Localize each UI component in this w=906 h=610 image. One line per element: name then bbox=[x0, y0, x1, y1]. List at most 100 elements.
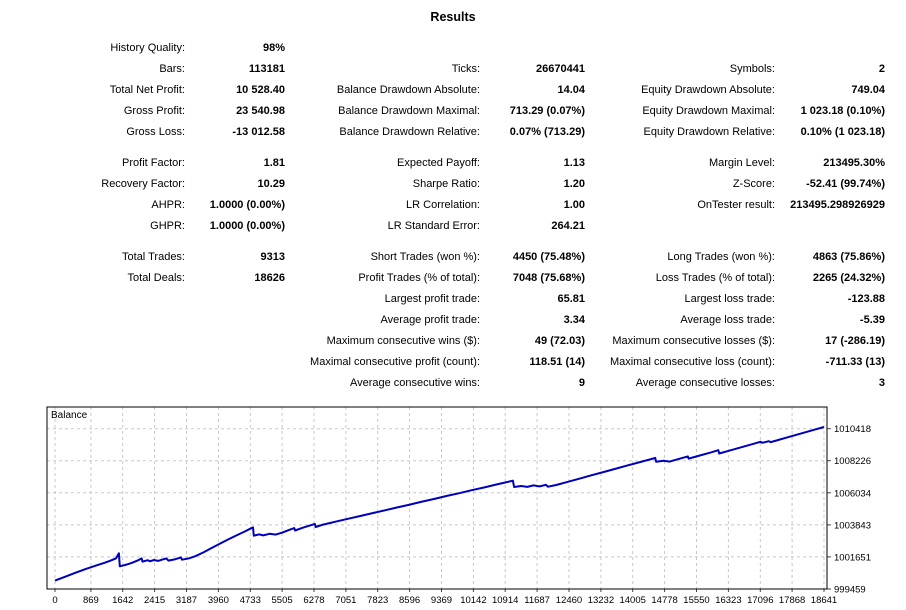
x-axis-label: 2415 bbox=[144, 595, 165, 606]
stat-label: LR Standard Error: bbox=[387, 220, 480, 232]
stat-label: Gross Loss: bbox=[126, 126, 185, 138]
stats-table: History Quality: 98% Bars: 113181 Ticks: 2667… bbox=[0, 38, 906, 394]
stat-value: 26670441 bbox=[536, 63, 585, 75]
stat-value: 1 023.18 (0.10%) bbox=[800, 105, 885, 117]
stat-value: 18626 bbox=[254, 272, 285, 284]
stat-label bbox=[0, 373, 185, 394]
stats-section: Total Trades: 9313 Short Trades (won %): 44… bbox=[0, 247, 906, 394]
stat-value: 14.04 bbox=[557, 84, 585, 96]
balance-line bbox=[54, 426, 825, 582]
stat-value bbox=[775, 38, 885, 59]
stats-section: Profit Factor: 1.81 Expected Payoff: 1.13 Ma… bbox=[0, 153, 906, 237]
stat-value: -123.88 bbox=[847, 293, 885, 305]
stat-value: 1.00 bbox=[563, 199, 585, 211]
stat-value: -52.41 (99.74%) bbox=[806, 178, 885, 190]
stat-label: Total Deals: bbox=[127, 272, 185, 284]
stat-label: Maximal consecutive profit (count): bbox=[310, 356, 480, 368]
x-axis-label: 14005 bbox=[619, 595, 645, 606]
x-axis-label: 7051 bbox=[335, 595, 356, 606]
stat-value: 1.13 bbox=[563, 157, 585, 169]
stat-label: Profit Trades (% of total): bbox=[358, 272, 480, 284]
stat-value bbox=[185, 352, 285, 373]
stat-label: Balance Drawdown Absolute: bbox=[336, 84, 480, 96]
stat-label: Bars: bbox=[159, 63, 185, 75]
stat-label: Sharpe Ratio: bbox=[412, 178, 480, 190]
x-axis-label: 0 bbox=[52, 595, 57, 606]
stat-label: Recovery Factor: bbox=[101, 178, 185, 190]
x-axis-label: 11687 bbox=[524, 595, 550, 606]
stat-value bbox=[480, 38, 585, 59]
stat-label: OnTester result: bbox=[697, 199, 775, 211]
stat-label: Maximal consecutive loss (count): bbox=[609, 356, 775, 368]
y-axis-label: 1003843 bbox=[834, 520, 871, 531]
y-axis-label: 1006034 bbox=[834, 488, 871, 499]
stat-label: Total Trades: bbox=[122, 251, 185, 263]
x-axis-label: 12460 bbox=[556, 595, 582, 606]
x-axis-label: 14778 bbox=[651, 595, 677, 606]
stat-value: 118.51 (14) bbox=[529, 356, 585, 368]
x-axis-label: 10914 bbox=[492, 595, 518, 606]
stat-value: -5.39 bbox=[859, 314, 885, 326]
stat-value: 3 bbox=[878, 377, 885, 389]
x-axis-label: 9369 bbox=[431, 595, 452, 606]
stat-value: 10.29 bbox=[257, 178, 285, 190]
stat-value: 1.0000 (0.00%) bbox=[209, 199, 285, 211]
stat-label: LR Correlation: bbox=[406, 199, 480, 211]
stat-value: 65.81 bbox=[557, 293, 585, 305]
stat-value: 0.10% (1 023.18) bbox=[800, 126, 885, 138]
stat-value: 113181 bbox=[248, 63, 285, 75]
stat-value bbox=[775, 216, 885, 237]
stat-label: Largest loss trade: bbox=[684, 293, 776, 305]
stat-label: Short Trades (won %): bbox=[370, 251, 480, 263]
chart-border bbox=[46, 406, 828, 590]
stat-value: -13 012.58 bbox=[232, 126, 285, 138]
stat-label: Expected Payoff: bbox=[397, 157, 480, 169]
stat-value: 23 540.98 bbox=[236, 105, 285, 117]
page-title: Results bbox=[430, 10, 476, 24]
stat-value: 213495.30% bbox=[823, 157, 885, 169]
stat-value: 1.0000 (0.00%) bbox=[209, 220, 285, 232]
stat-value bbox=[185, 373, 285, 394]
stat-label: Margin Level: bbox=[708, 157, 775, 169]
stat-label: Balance Drawdown Maximal: bbox=[338, 105, 480, 117]
stat-label: Average loss trade: bbox=[680, 314, 775, 326]
stat-label: History Quality: bbox=[110, 42, 185, 54]
x-axis-label: 3960 bbox=[208, 595, 229, 606]
stat-label: Ticks: bbox=[451, 63, 480, 75]
stat-value: 2265 (24.32%) bbox=[812, 272, 885, 284]
stat-label: Symbols: bbox=[729, 63, 775, 75]
stat-label bbox=[0, 331, 185, 352]
x-axis-label: 6278 bbox=[303, 595, 324, 606]
stat-label: Equity Drawdown Relative: bbox=[643, 126, 775, 138]
stat-label: Loss Trades (% of total): bbox=[655, 272, 775, 284]
stat-label: Profit Factor: bbox=[122, 157, 185, 169]
stat-label: Average consecutive wins: bbox=[349, 377, 480, 389]
y-axis-label: 1008226 bbox=[834, 456, 871, 467]
stat-label: Maximum consecutive losses ($): bbox=[612, 335, 775, 347]
stat-value: 4450 (75.48%) bbox=[512, 251, 585, 263]
stat-value: 2 bbox=[878, 63, 885, 75]
stat-label bbox=[0, 289, 185, 310]
x-axis-label: 13232 bbox=[588, 595, 614, 606]
x-axis-label: 17096 bbox=[747, 595, 773, 606]
stat-value: -711.33 (13) bbox=[825, 356, 885, 368]
stat-value: 1.81 bbox=[263, 157, 285, 169]
stat-label: Total Net Profit: bbox=[109, 84, 185, 96]
stat-label: Balance Drawdown Relative: bbox=[339, 126, 480, 138]
stat-value: 17 (-286.19) bbox=[825, 335, 885, 347]
y-axis-label: 999459 bbox=[834, 585, 866, 596]
balance-chart: 0 869 1642 2415 3187 3960 4733 5505 6278 7051 7823… bbox=[0, 404, 906, 610]
x-axis-label: 3187 bbox=[176, 595, 197, 606]
balance-chart-svg: 0 869 1642 2415 3187 3960 4733 5505 6278 7051 7823… bbox=[46, 406, 871, 606]
stat-label bbox=[285, 38, 480, 59]
stat-value: 4863 (75.86%) bbox=[812, 251, 885, 263]
stat-value: 10 528.40 bbox=[236, 84, 285, 96]
stat-label bbox=[585, 38, 775, 59]
stat-value: 49 (72.03) bbox=[534, 335, 585, 347]
stat-label bbox=[0, 310, 185, 331]
y-axis-label: 1010418 bbox=[834, 424, 871, 435]
stat-value: 1.20 bbox=[563, 178, 585, 190]
stat-value: 9313 bbox=[260, 251, 285, 263]
stat-label: Maximum consecutive wins ($): bbox=[326, 335, 480, 347]
